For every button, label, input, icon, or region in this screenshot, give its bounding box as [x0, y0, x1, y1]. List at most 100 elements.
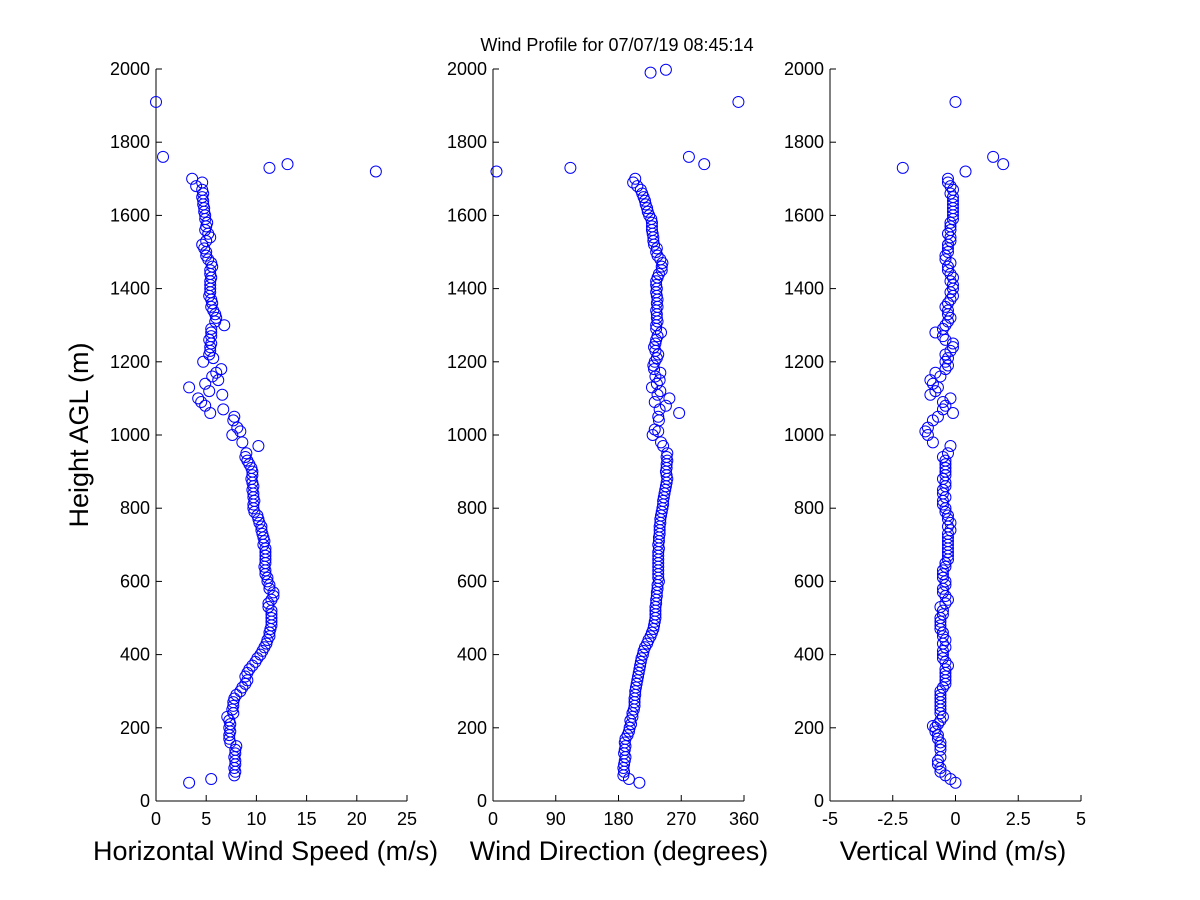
y-tick-label: 200	[794, 718, 824, 738]
data-point	[944, 267, 957, 280]
data-point	[941, 535, 954, 548]
data-point	[252, 439, 265, 452]
y-tick-label: 600	[794, 571, 824, 591]
data-point	[939, 461, 952, 474]
data-point	[936, 644, 949, 657]
data-point	[205, 326, 218, 339]
data-point	[949, 95, 962, 108]
data-point	[641, 205, 654, 218]
data-point	[939, 363, 952, 376]
data-point	[944, 516, 957, 529]
y-tick-label: 1200	[110, 352, 150, 372]
y-tick-label: 1400	[784, 279, 824, 299]
data-point	[652, 410, 665, 423]
data-point	[941, 447, 954, 460]
x-tick-label: 10	[246, 809, 266, 829]
data-point	[936, 568, 949, 581]
data-point	[186, 172, 199, 185]
data-point	[946, 341, 959, 354]
data-point	[936, 403, 949, 416]
data-point	[654, 253, 667, 266]
data-point	[941, 593, 954, 606]
data-point	[936, 586, 949, 599]
data-point	[636, 648, 649, 661]
data-point	[618, 736, 631, 749]
data-point	[939, 560, 952, 573]
data-point	[931, 754, 944, 767]
data-point	[936, 608, 949, 621]
y-tick-label: 0	[814, 791, 824, 811]
data-point	[946, 198, 959, 211]
data-point	[251, 652, 264, 665]
data-point	[921, 421, 934, 434]
data-point	[257, 531, 270, 544]
data-point	[936, 330, 949, 343]
data-point	[634, 183, 647, 196]
data-point	[265, 608, 278, 621]
data-point	[936, 564, 949, 577]
data-point	[216, 388, 229, 401]
y-tick-label: 800	[457, 498, 487, 518]
data-point	[934, 619, 947, 632]
y-tick-label: 2000	[784, 59, 824, 79]
data-point	[939, 333, 952, 346]
y-tick-label: 200	[120, 718, 150, 738]
y-tick-label: 400	[457, 645, 487, 665]
data-point	[240, 447, 253, 460]
data-point	[934, 615, 947, 628]
data-point	[633, 776, 646, 789]
data-point	[183, 381, 196, 394]
data-point	[490, 165, 503, 178]
x-tick-label: 0	[151, 809, 161, 829]
x-tick-label: 0	[950, 809, 960, 829]
data-point	[150, 95, 162, 108]
y-tick-label: 0	[140, 791, 150, 811]
data-point	[939, 458, 952, 471]
data-point	[243, 663, 256, 676]
data-point	[655, 260, 668, 273]
data-point	[205, 773, 218, 786]
data-point	[944, 187, 957, 200]
data-point	[941, 246, 954, 258]
x-tick-label: 2.5	[1006, 809, 1031, 829]
data-point	[230, 688, 243, 701]
data-point	[944, 275, 957, 288]
data-point	[663, 392, 676, 405]
data-point	[253, 516, 266, 529]
data-point	[941, 352, 954, 365]
data-point	[936, 604, 949, 617]
data-point	[230, 740, 243, 753]
data-point	[732, 95, 745, 108]
data-point	[941, 227, 954, 240]
x-tick-label: 360	[729, 809, 759, 829]
data-point	[944, 392, 957, 405]
data-point	[936, 652, 949, 665]
data-point	[944, 216, 957, 229]
data-point	[944, 224, 957, 237]
data-point	[644, 66, 657, 79]
y-tick-label: 2000	[110, 59, 150, 79]
data-point	[682, 150, 695, 163]
data-point	[946, 278, 959, 291]
data-point	[929, 385, 942, 398]
data-point	[939, 590, 952, 603]
data-point	[926, 436, 939, 449]
data-point	[934, 740, 947, 753]
y-tick-label: 600	[457, 571, 487, 591]
data-point	[650, 242, 663, 255]
data-point	[944, 439, 957, 452]
data-point	[639, 198, 652, 211]
data-point	[227, 699, 240, 712]
data-point	[205, 330, 218, 343]
x-tick-label: 90	[546, 809, 566, 829]
data-point	[946, 191, 959, 204]
data-point	[183, 776, 196, 789]
data-point	[941, 359, 954, 372]
y-tick-label: 200	[457, 718, 487, 738]
data-point	[157, 150, 170, 163]
data-point	[939, 670, 952, 683]
data-point	[196, 238, 209, 251]
y-tick-label: 1000	[110, 425, 150, 445]
x-tick-label: -2.5	[877, 809, 908, 829]
data-point	[649, 337, 662, 350]
